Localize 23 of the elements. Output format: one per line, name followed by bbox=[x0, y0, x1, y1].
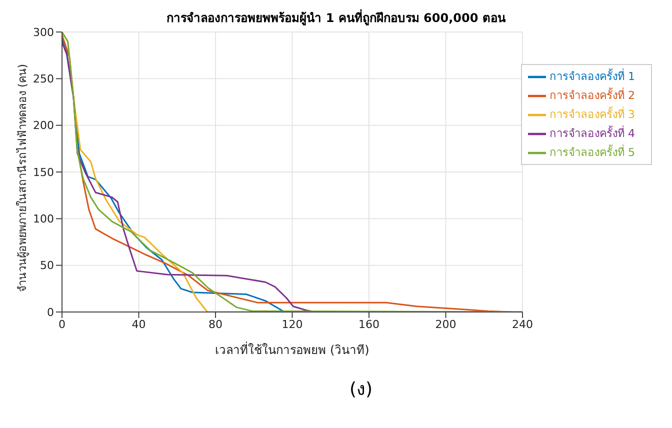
x-axis-title: เวลาที่ใช้ในการอพยพ (วินาที) bbox=[215, 341, 370, 357]
x-tick-label: 240 bbox=[512, 318, 533, 331]
x-tick-label: 120 bbox=[282, 318, 303, 331]
legend-label: การจำลองครั้งที่ 3 bbox=[550, 108, 635, 121]
chart-title: การจำลองการอพยพพร้อมผู้นำ 1 คนที่ถูกฝึกอบรม 600,000 ตอน bbox=[166, 8, 507, 26]
y-tick-label: 300 bbox=[33, 26, 54, 39]
text: (ง) bbox=[348, 378, 374, 402]
x-tick-label: 0 bbox=[58, 318, 66, 331]
y-tick-label: 150 bbox=[33, 166, 54, 179]
x-tick-label: 160 bbox=[358, 318, 380, 331]
y-tick-label: 0 bbox=[47, 306, 54, 319]
legend-label: การจำลองครั้งที่ 2 bbox=[550, 88, 635, 102]
x-tick-label: 80 bbox=[208, 318, 222, 331]
y-axis-title: จำนวนผู้อพยพภายในสถานีรถไฟฟ้าทดลอง (คน) bbox=[16, 64, 29, 292]
legend-label: การจำลองครั้งที่ 4 bbox=[550, 126, 635, 140]
y-tick-label: 250 bbox=[33, 72, 54, 86]
x-tick-label: 200 bbox=[435, 318, 456, 331]
legend-label: การจำลองครั้งที่ 5 bbox=[550, 146, 635, 159]
y-tick-label: 200 bbox=[33, 119, 54, 132]
x-tick-label: 40 bbox=[132, 318, 146, 331]
y-tick-label: 100 bbox=[33, 212, 54, 226]
legend-label: การจำลองครั้งที่ 1 bbox=[550, 70, 635, 83]
y-tick-label: 50 bbox=[40, 259, 54, 272]
